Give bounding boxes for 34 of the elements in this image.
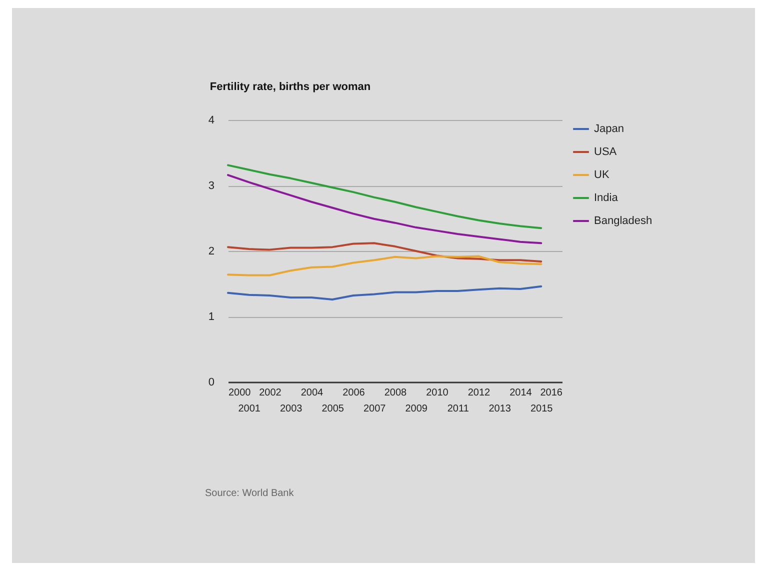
legend-label: Bangladesh xyxy=(594,215,652,227)
x-tick-label: 2004 xyxy=(300,388,324,398)
line-series xyxy=(227,164,542,230)
x2-tick-label: 2005 xyxy=(322,404,344,414)
x2-tick-label: 2013 xyxy=(488,404,512,414)
line-series xyxy=(227,255,542,276)
y-tick-label: 1 xyxy=(208,311,214,323)
y-tick-label: 4 xyxy=(208,114,214,126)
legend-label: UK xyxy=(594,169,610,181)
chart-title: Fertility rate, births per woman xyxy=(210,81,371,93)
x-tick-label: 2012 xyxy=(468,388,491,398)
source-note: Source: World Bank xyxy=(205,488,294,499)
x-tick-label: 2014 xyxy=(510,388,532,398)
line-series xyxy=(227,174,542,244)
legend-label: Japan xyxy=(594,123,624,135)
legend-label: USA xyxy=(594,146,618,158)
x2-tick-label: 2007 xyxy=(364,404,386,414)
x2-tick-label: 2015 xyxy=(530,404,554,414)
x-tick-label: 2006 xyxy=(342,388,366,398)
x-tick-label: 2008 xyxy=(384,388,408,398)
x-tick-label: 2016 xyxy=(540,388,563,398)
x-tick-label: 2000 xyxy=(228,388,252,398)
y-tick-label: 0 xyxy=(208,376,214,388)
line-series xyxy=(227,242,542,262)
line-series xyxy=(227,285,542,300)
x2-tick-label: 2011 xyxy=(447,404,470,414)
y-tick-label: 2 xyxy=(208,246,214,258)
legend-label: India xyxy=(594,192,619,204)
y-tick-label: 3 xyxy=(208,180,214,192)
x2-tick-label: 2001 xyxy=(238,404,261,414)
x2-tick-label: 2003 xyxy=(280,404,303,414)
x-tick-label: 2002 xyxy=(259,388,282,398)
x-tick-label: 2010 xyxy=(426,388,449,398)
x2-tick-label: 2009 xyxy=(405,404,428,414)
